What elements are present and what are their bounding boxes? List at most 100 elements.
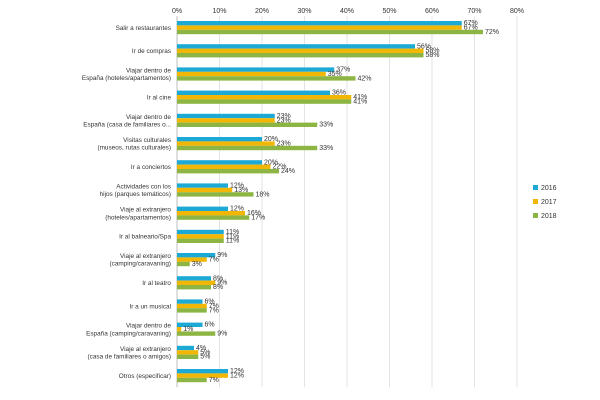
data-label-2016: 23% (277, 113, 291, 120)
category-label: Ir de compras (132, 48, 171, 55)
data-label-2016: 6% (205, 299, 215, 306)
bar-2016-otros-especificar (177, 369, 228, 374)
data-label-2018: 58% (426, 52, 440, 59)
bar-2018-viajar-dentro-de-espana-camping-caravaning (177, 331, 216, 336)
category-label: Viaje al extranjero (120, 253, 171, 260)
data-label-2017: 12% (230, 373, 244, 380)
x-tick-label: 50% (382, 8, 396, 15)
data-label-2017: 67% (464, 25, 478, 32)
category-label: España (hoteles/apartamentos) (82, 75, 171, 82)
x-tick-label: 0% (172, 8, 182, 15)
data-label-2017: 23% (277, 117, 291, 124)
bar-2018-actividades-con-los-hijos-parques-tematicos (177, 192, 254, 197)
bar-2016-viaje-al-extranjero-hoteles-apartamentos (177, 206, 228, 211)
data-label-2017: 7% (209, 257, 219, 264)
data-label-2016: 56% (417, 43, 431, 50)
data-labels: 67%67%72%56%58%58%37%35%42%36%41%41%23%2… (183, 20, 499, 384)
data-label-2017: 7% (209, 303, 219, 310)
x-tick-label: 80% (510, 8, 524, 15)
legend-label-2017: 2017 (541, 199, 557, 206)
bar-2016-salir-a-restaurantes (177, 21, 462, 26)
bar-2018-viajar-dentro-de-espana-casa-de-familiares-o (177, 122, 318, 127)
category-label: Ir al cine (147, 95, 172, 102)
bar-2016-visitas-culturales-museos-rutas-culturales (177, 137, 262, 142)
category-label: Actividades con los (116, 184, 171, 191)
data-label-2017: 58% (426, 48, 440, 55)
data-label-2017: 41% (353, 94, 367, 101)
data-label-2018: 3% (192, 261, 202, 268)
category-label: Ir a conciertos (131, 164, 171, 171)
data-label-2018: 42% (358, 75, 372, 82)
category-label: Viajar dentro de (126, 114, 171, 121)
data-label-2018: 18% (256, 191, 270, 198)
bar-2016-ir-a-conciertos (177, 160, 262, 165)
data-label-2018: 33% (319, 122, 333, 129)
category-label: Viajar dentro de (126, 68, 171, 75)
bar-2016-ir-a-un-musical (177, 299, 203, 304)
data-label-2018: 33% (319, 145, 333, 152)
category-label: Otros (especificar) (119, 373, 171, 380)
bar-2016-viajar-dentro-de-espana-hoteles-apartamentos (177, 67, 335, 72)
data-label-2016: 8% (213, 275, 223, 282)
x-tick-label: 20% (255, 8, 269, 15)
bar-2016-actividades-con-los-hijos-parques-tematicos (177, 183, 228, 188)
data-label-2018: 72% (485, 29, 499, 36)
x-tick-label: 70% (467, 8, 481, 15)
bar-2017-ir-a-un-musical (177, 303, 207, 309)
bar-2017-viajar-dentro-de-espana-camping-caravaning (177, 327, 182, 332)
category-label: Ir al balneario/Spa (119, 234, 171, 241)
data-label-2018: 24% (281, 168, 295, 175)
bar-2017-ir-al-balneario-spa (177, 234, 224, 239)
bar-2016-ir-al-balneario-spa (177, 229, 224, 235)
bar-2017-viajar-dentro-de-espana-hoteles-apartamentos (177, 71, 326, 77)
bar-2018-ir-de-compras (177, 53, 424, 58)
bar-2018-ir-al-balneario-spa (177, 238, 224, 243)
data-label-2016: 37% (336, 67, 350, 74)
legend-swatch-2016 (533, 185, 538, 190)
bar-2017-ir-de-compras (177, 48, 424, 53)
bar-2017-viaje-al-extranjero-camping-caravaning (177, 257, 207, 262)
x-axis-ticks: 0% 10% 20% 30% 40% 50% 60% 70% 80% (172, 8, 524, 15)
data-label-2016: 12% (230, 183, 244, 190)
x-tick-label: 40% (340, 8, 354, 15)
data-label-2017: 11% (226, 233, 240, 240)
data-label-2018: 7% (209, 377, 219, 384)
data-label-2018: 9% (217, 331, 227, 338)
category-label: España (casa de familiares o... (83, 122, 171, 129)
data-label-2018: 5% (200, 354, 210, 361)
bar-2016-viajar-dentro-de-espana-camping-caravaning (177, 322, 203, 327)
data-label-2018: 7% (209, 307, 219, 314)
bar-2018-salir-a-restaurantes (177, 29, 483, 35)
category-label: hijos (parques temáticos) (100, 191, 171, 198)
bar-2018-otros-especificar (177, 377, 207, 383)
bar-2017-viaje-al-extranjero-hoteles-apartamentos (177, 211, 245, 216)
category-label: Ir al teatro (142, 280, 171, 287)
bar-2018-viaje-al-extranjero-hoteles-apartamentos (177, 215, 250, 220)
bar-2018-viaje-al-extranjero-casa-de-familiares-o-amigos (177, 354, 199, 359)
bar-2017-viajar-dentro-de-espana-casa-de-familiares-o (177, 118, 275, 123)
bar-2016-viaje-al-extranjero-casa-de-familiares-o-amigos (177, 345, 194, 351)
data-label-2016: 12% (230, 368, 244, 375)
bar-2017-ir-a-conciertos (177, 164, 271, 169)
category-label: Viajar dentro de (126, 323, 171, 330)
bar-2018-viajar-dentro-de-espana-hoteles-apartamentos (177, 76, 356, 81)
data-label-2018: 41% (353, 99, 367, 106)
bar-2017-otros-especificar (177, 373, 228, 378)
data-label-2017: 5% (200, 349, 210, 356)
bar-2018-viaje-al-extranjero-camping-caravaning (177, 261, 190, 267)
data-label-2017: 9% (217, 280, 227, 287)
category-label: Viaje al extranjero (120, 207, 171, 214)
data-label-2017: 23% (277, 141, 291, 148)
data-label-2016: 9% (217, 252, 227, 259)
bar-2018-ir-al-teatro (177, 285, 211, 290)
bar-2018-ir-al-cine (177, 99, 352, 104)
category-labels: Salir a restaurantes Ir de compras Viajar … (82, 25, 172, 380)
bar-2017-viaje-al-extranjero-casa-de-familiares-o-amigos (177, 350, 199, 355)
data-label-2018: 8% (213, 284, 223, 291)
data-label-2017: 35% (328, 71, 342, 78)
bar-2016-ir-al-cine (177, 90, 330, 95)
category-label: Salir a restaurantes (116, 25, 171, 32)
bar-2018-visitas-culturales-museos-rutas-culturales (177, 145, 318, 151)
category-label: (museos, rutas culturales) (97, 145, 171, 152)
